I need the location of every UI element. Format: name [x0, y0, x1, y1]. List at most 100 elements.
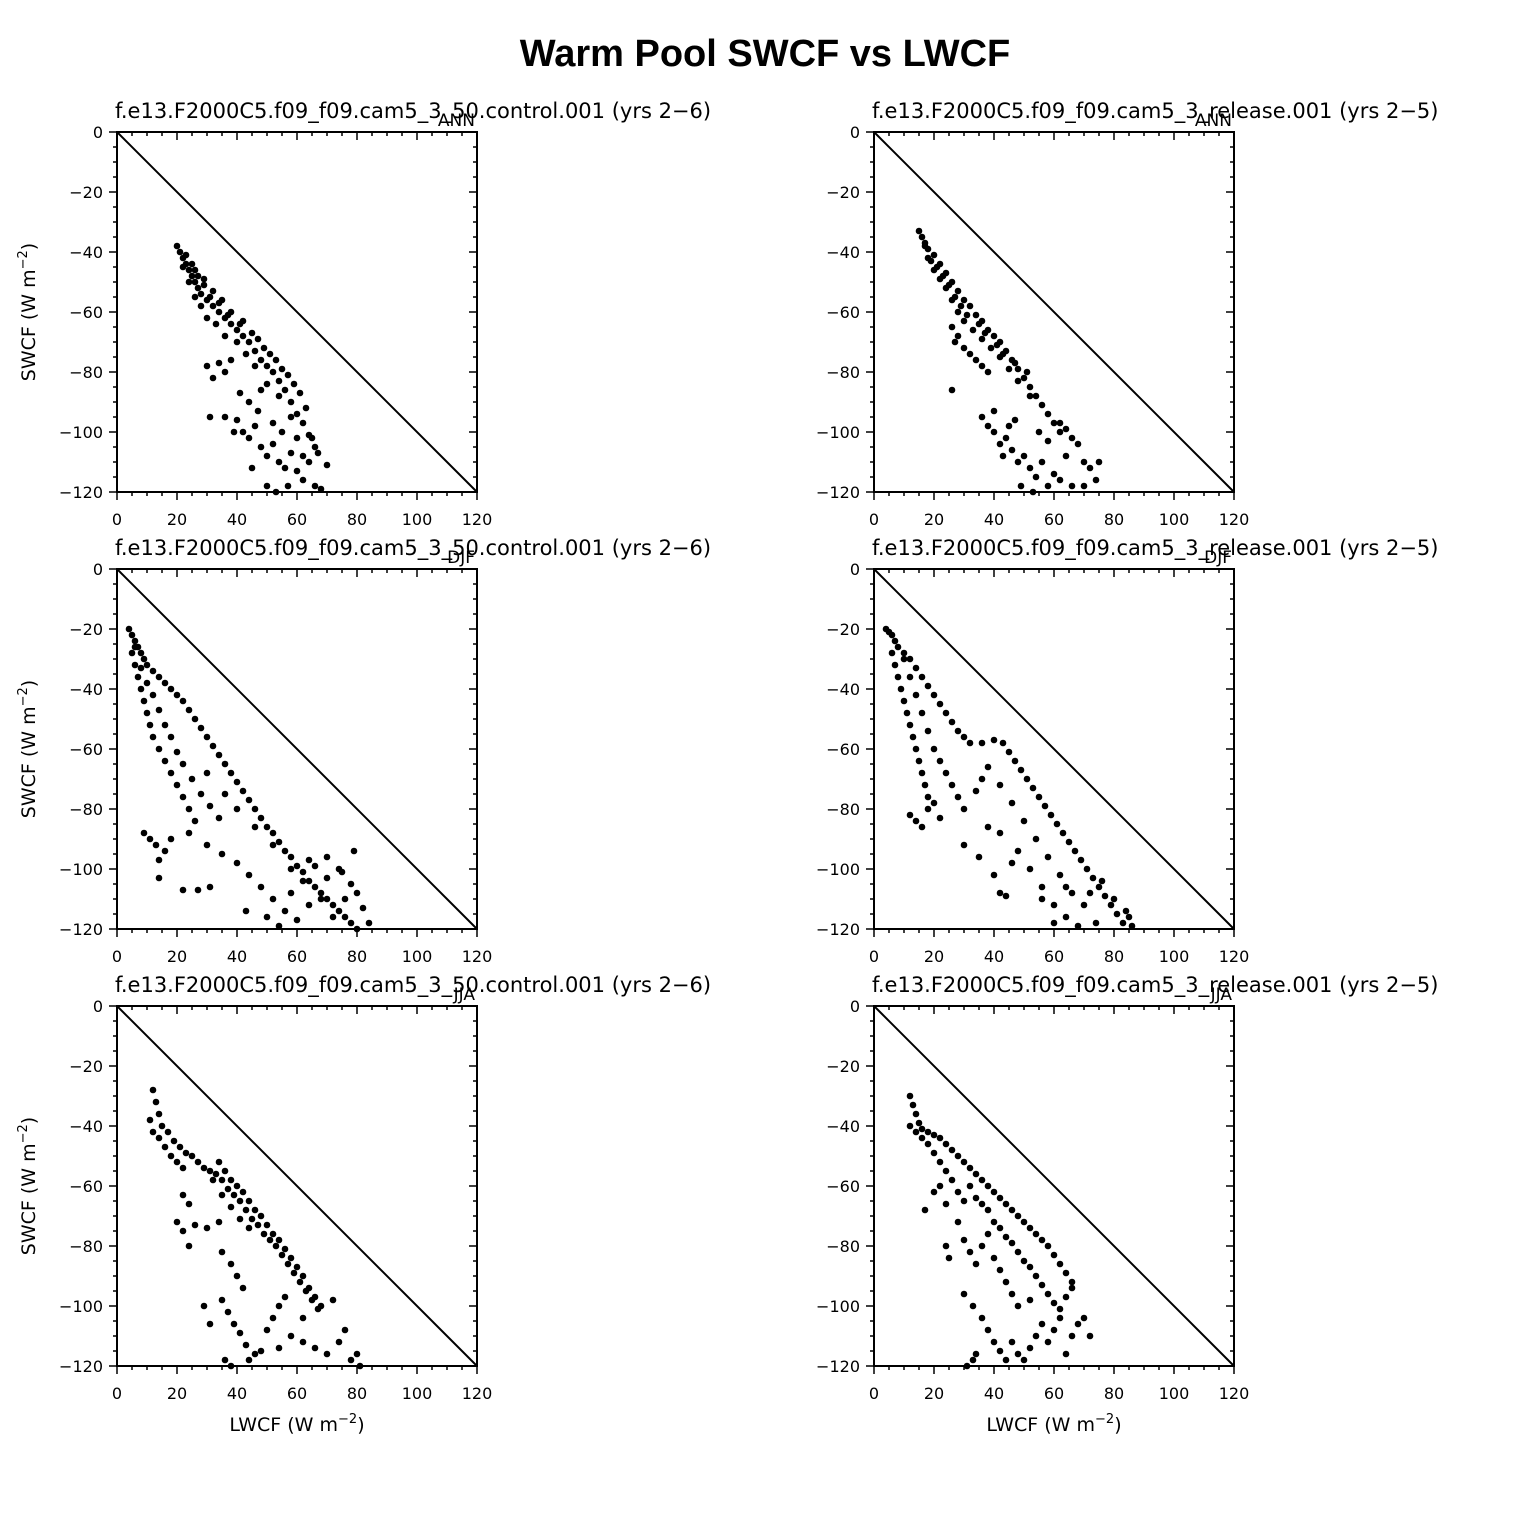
data-point: [182, 1149, 190, 1157]
data-point: [930, 691, 938, 699]
data-point: [233, 1182, 241, 1190]
data-point: [143, 679, 151, 687]
data-point: [209, 1176, 217, 1184]
data-point: [1095, 458, 1103, 466]
data-point: [1086, 1332, 1094, 1340]
x-tick-label: 120: [1219, 1384, 1250, 1403]
data-point: [299, 1272, 307, 1280]
data-point: [1113, 910, 1121, 918]
data-point: [305, 1284, 313, 1292]
x-tick-label: 100: [402, 510, 433, 529]
x-tick-label: 0: [869, 947, 879, 966]
y-tick-label: −120: [816, 920, 860, 939]
data-point: [960, 733, 968, 741]
data-point: [990, 428, 998, 436]
data-point: [257, 883, 265, 891]
data-point: [287, 413, 295, 421]
data-point: [200, 275, 208, 283]
data-point: [173, 1158, 181, 1166]
data-point: [933, 263, 941, 271]
data-point: [936, 1134, 944, 1142]
y-tick-label: −20: [826, 183, 860, 202]
scatter-panel: 0 20 40 60 80 100 120 0 −20 −40 −60 −80 −100 −120 f.e1…: [816, 536, 1438, 966]
data-point: [140, 829, 148, 837]
data-point: [350, 847, 358, 855]
y-axis-label-close: ): [18, 243, 40, 250]
x-axis-label-close: ): [357, 1414, 364, 1436]
data-point: [215, 751, 223, 759]
data-point: [269, 841, 277, 849]
y-axis-label-exponent: −2: [16, 687, 31, 706]
data-point: [128, 631, 136, 639]
data-point: [158, 1122, 166, 1130]
data-point: [353, 889, 361, 897]
data-point: [245, 1197, 253, 1205]
data-point: [224, 1185, 232, 1193]
data-point: [984, 422, 992, 430]
data-point: [924, 727, 932, 735]
data-point: [924, 682, 932, 690]
data-point: [969, 1356, 977, 1364]
data-point: [323, 461, 331, 469]
panel-title: f.e13.F2000C5.f09_f09.cam5_3_release.001…: [872, 99, 1438, 124]
y-tick-label: −40: [826, 1117, 860, 1136]
y-tick-label: −40: [826, 243, 860, 262]
scatter-panel: 0 20 40 60 80 100 120 0 −20 −40 −60 −80 −100 −120 f.e1…: [816, 973, 1438, 1436]
data-point: [996, 829, 1004, 837]
x-tick-label: 20: [924, 947, 944, 966]
data-point: [921, 242, 929, 250]
data-point: [281, 386, 289, 394]
data-point: [954, 727, 962, 735]
data-point: [365, 919, 373, 927]
data-point: [969, 326, 977, 334]
x-tick-label: 40: [227, 510, 247, 529]
x-tick-label: 20: [924, 1384, 944, 1403]
data-point: [281, 1245, 289, 1253]
y-tick-label: −20: [826, 1057, 860, 1076]
x-axis-label: LWCF (W m−2): [229, 1412, 364, 1436]
data-point: [960, 805, 968, 813]
data-point: [1014, 1248, 1022, 1256]
y-tick-label: −60: [826, 303, 860, 322]
data-point: [990, 1338, 998, 1346]
data-point: [1056, 428, 1064, 436]
y-tick-label: −20: [69, 620, 103, 639]
data-point: [317, 895, 325, 903]
data-point: [990, 1218, 998, 1226]
data-point: [897, 685, 905, 693]
data-point: [218, 1248, 226, 1256]
y-tick-label: 0: [93, 123, 103, 142]
y-tick-label: −100: [816, 1297, 860, 1316]
reference-line: [116, 568, 478, 930]
data-point: [1008, 859, 1016, 867]
data-point: [140, 697, 148, 705]
data-point: [299, 419, 307, 427]
data-point: [978, 739, 986, 747]
data-point: [212, 1170, 220, 1178]
data-point: [990, 871, 998, 879]
data-point: [233, 859, 241, 867]
data-point: [1017, 766, 1025, 774]
data-point: [1092, 919, 1100, 927]
x-tick-label: 60: [1044, 947, 1064, 966]
data-point: [921, 1206, 929, 1214]
data-point: [978, 1200, 986, 1208]
data-point: [972, 1194, 980, 1202]
data-point: [945, 1254, 953, 1262]
data-point: [338, 868, 346, 876]
x-tick-label: 80: [1104, 947, 1124, 966]
data-point: [323, 1350, 331, 1358]
y-tick-label: −100: [59, 423, 103, 442]
data-point: [936, 757, 944, 765]
data-point: [978, 1314, 986, 1322]
y-tick-label: −60: [826, 1177, 860, 1196]
data-point: [293, 862, 301, 870]
data-point: [191, 715, 199, 723]
data-point: [194, 272, 202, 280]
data-point: [930, 799, 938, 807]
data-point: [275, 922, 283, 930]
y-axis-label-exponent: −2: [16, 250, 31, 269]
data-point: [1014, 847, 1022, 855]
data-point: [1074, 440, 1082, 448]
data-point: [290, 380, 298, 388]
